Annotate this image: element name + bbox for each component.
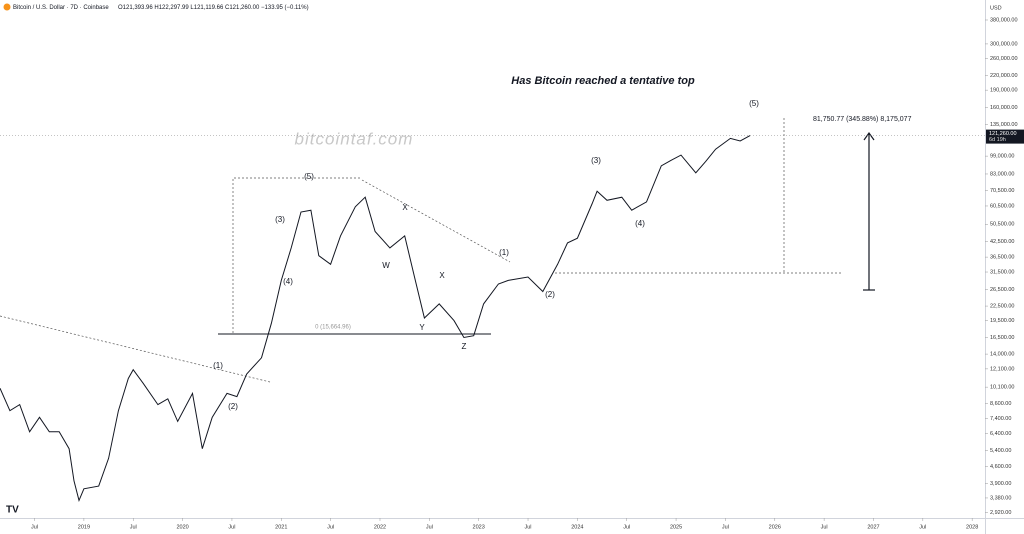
- y-tick-label: 6,400.00: [990, 431, 1011, 437]
- y-tick-label: 36,500.00: [990, 255, 1014, 261]
- y-tick-label: 22,500.00: [990, 304, 1014, 310]
- annotation-title: Has Bitcoin reached a tentative top: [511, 75, 695, 87]
- last-price-label: 121,260.00: [989, 131, 1017, 137]
- y-tick-label: 12,100.00: [990, 366, 1014, 372]
- countdown: 6d 19h: [989, 137, 1006, 143]
- x-tick-label: 2026: [769, 524, 781, 530]
- wave-label: (3): [591, 156, 601, 165]
- y-tick-label: 19,500.00: [990, 318, 1014, 324]
- y-tick-label: 220,000.00: [990, 73, 1018, 79]
- x-tick-label: 2028: [966, 524, 978, 530]
- x-tick-label: Jul: [623, 524, 630, 530]
- trendline: [361, 179, 511, 263]
- y-tick-label: 160,000.00: [990, 105, 1018, 111]
- wave-label: Y: [419, 323, 425, 332]
- y-tick-label: 7,400.00: [990, 416, 1011, 422]
- fib-label: 0 (15,664.96): [315, 325, 351, 331]
- y-tick-label: 135,000.00: [990, 122, 1018, 128]
- price-line: [0, 135, 751, 502]
- x-tick-label: Jul: [919, 524, 926, 530]
- x-tick-label: 2022: [374, 524, 386, 530]
- x-tick-label: 2020: [176, 524, 188, 530]
- y-tick-label: 31,500.00: [990, 269, 1014, 275]
- y-tick-label: 8,600.00: [990, 401, 1011, 407]
- x-tick-label: Jul: [821, 524, 828, 530]
- range-box: [232, 177, 362, 333]
- x-tick-label: Jul: [327, 524, 334, 530]
- arrow-head: [863, 131, 875, 141]
- wave-label: (3): [275, 215, 285, 224]
- y-tick-label: 380,000.00: [990, 17, 1018, 23]
- logo: TV: [6, 505, 19, 516]
- y-tick-label: 190,000.00: [990, 88, 1018, 94]
- currency-label: USD: [990, 5, 1002, 11]
- watermark: bitcointaf.com: [295, 129, 414, 148]
- wave-label: X: [439, 271, 445, 280]
- x-tick-label: 2027: [867, 524, 879, 530]
- x-tick-label: Jul: [722, 524, 729, 530]
- x-tick-label: Jul: [525, 524, 532, 530]
- symbol-header: Bitcoin / U.S. Dollar · 7D · Coinbase: [13, 5, 109, 11]
- wave-label: (1): [499, 248, 509, 257]
- wave-label: W: [382, 261, 390, 270]
- coin-icon: [3, 3, 11, 11]
- x-tick-label: 2019: [78, 524, 90, 530]
- y-tick-label: 16,500.00: [990, 335, 1014, 341]
- last-price-tag: [986, 129, 1024, 144]
- wave-label: X: [402, 203, 408, 212]
- y-tick-label: 26,500.00: [990, 287, 1014, 293]
- wave-label: (4): [283, 277, 293, 286]
- wave-label: (1): [213, 361, 223, 370]
- wave-label: (5): [749, 99, 759, 108]
- x-tick-label: 2021: [275, 524, 287, 530]
- y-tick-label: 2,920.00: [990, 510, 1011, 516]
- x-tick-label: Jul: [31, 524, 38, 530]
- y-tick-label: 300,000.00: [990, 41, 1018, 47]
- y-tick-label: 70,500.00: [990, 188, 1014, 194]
- x-tick-label: Jul: [426, 524, 433, 530]
- x-tick-label: 2024: [571, 524, 583, 530]
- y-tick-label: 50,500.00: [990, 222, 1014, 228]
- y-tick-label: 60,500.00: [990, 203, 1014, 209]
- y-tick-label: 42,500.00: [990, 239, 1014, 245]
- wave-label: (2): [545, 290, 555, 299]
- measure-label: 81,750.77 (345.88%) 8,175,077: [813, 116, 912, 123]
- x-tick-label: Jul: [228, 524, 235, 530]
- y-tick-label: 99,000.00: [990, 154, 1014, 160]
- y-tick-label: 260,000.00: [990, 56, 1018, 62]
- wave-label: (4): [635, 219, 645, 228]
- x-tick-label: Jul: [130, 524, 137, 530]
- wave-label: Z: [462, 342, 467, 351]
- x-tick-label: 2023: [473, 524, 485, 530]
- x-tick-label: 2025: [670, 524, 682, 530]
- y-tick-label: 5,400.00: [990, 448, 1011, 454]
- y-tick-label: 83,000.00: [990, 171, 1014, 177]
- ohlc-readout: O121,393.96 H122,297.99 L121,119.66 C121…: [118, 5, 309, 11]
- y-tick-label: 10,100.00: [990, 385, 1014, 391]
- y-tick-label: 3,380.00: [990, 495, 1011, 501]
- y-tick-label: 3,900.00: [990, 481, 1011, 487]
- y-tick-label: 4,600.00: [990, 464, 1011, 470]
- wave-label: (5): [304, 172, 314, 181]
- wave-label: (2): [228, 402, 238, 411]
- y-tick-label: 14,000.00: [990, 352, 1014, 358]
